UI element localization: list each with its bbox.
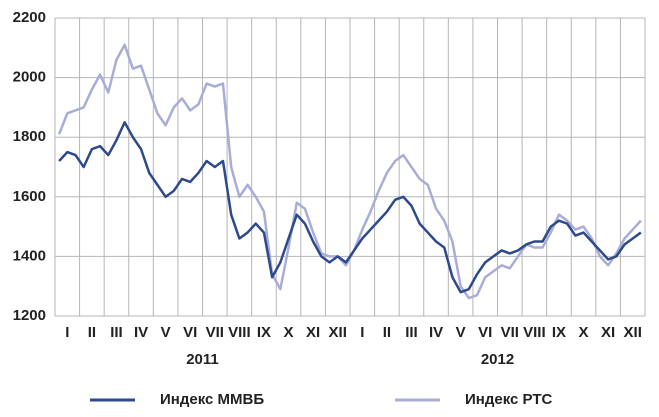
y-tick-label: 2000 [13, 69, 46, 86]
x-tick-label: VII [206, 324, 224, 341]
x-tick-label: XII [624, 324, 642, 341]
x-tick-label: X [284, 324, 294, 341]
x-tick-label: II [88, 324, 96, 341]
y-tick-label: 2200 [13, 9, 46, 26]
legend-label: Индекс РТС [465, 391, 552, 408]
x-tick-label: III [405, 324, 418, 341]
x-tick-label: I [360, 324, 364, 341]
y-tick-label: 1200 [13, 307, 46, 324]
x-tick-label: IV [134, 324, 148, 341]
x-group-label: 2012 [481, 351, 514, 368]
x-tick-label: V [161, 324, 171, 341]
x-tick-label: III [110, 324, 123, 341]
y-tick-label: 1800 [13, 128, 46, 145]
series-line [58, 121, 642, 294]
x-tick-label: XI [601, 324, 615, 341]
x-tick-label: IV [429, 324, 443, 341]
x-group-label: 2011 [186, 351, 219, 368]
y-tick-label: 1600 [13, 188, 46, 205]
x-tick-label: VI [183, 324, 197, 341]
x-tick-label: VIII [523, 324, 546, 341]
x-tick-label: II [383, 324, 391, 341]
x-tick-label: XII [329, 324, 347, 341]
x-tick-label: X [579, 324, 589, 341]
x-tick-label: VII [501, 324, 519, 341]
legend-label: Индекс ММВБ [160, 391, 264, 408]
x-tick-label: I [65, 324, 69, 341]
x-tick-label: VI [478, 324, 492, 341]
x-tick-label: IX [552, 324, 566, 341]
x-tick-label: IX [257, 324, 271, 341]
x-tick-label: V [456, 324, 466, 341]
y-tick-label: 1400 [13, 247, 46, 264]
x-tick-label: VIII [228, 324, 251, 341]
x-tick-label: XI [306, 324, 320, 341]
